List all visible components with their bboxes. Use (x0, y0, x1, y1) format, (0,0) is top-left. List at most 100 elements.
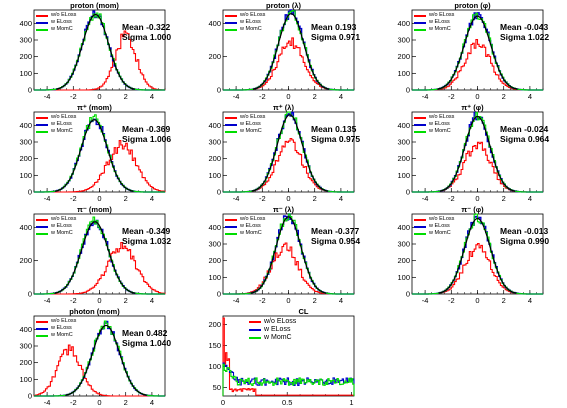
x-tick-label: -2 (259, 296, 266, 305)
legend-label: w ELoss (51, 223, 72, 229)
fit-stats: Mean 0.482 Sigma 1.040 (122, 328, 171, 348)
legend-label: w/o ELoss (51, 216, 77, 222)
x-tick-label: 0 (475, 296, 479, 305)
x-tick-label: -2 (448, 296, 455, 305)
sigma-label: Sigma 1.032 (122, 236, 172, 246)
legend-swatch (36, 130, 48, 133)
x-tick-label: 4 (339, 92, 343, 101)
legend-label: w ELoss (51, 19, 72, 25)
legend-entry: w/o ELoss (36, 114, 76, 121)
histogram-plot: -4 -2 0 2 4 0 100 200 300 400 (208, 213, 355, 305)
legend: w/o ELoss w ELoss w MomC (36, 216, 76, 237)
panel-title: π⁻ (λ) (273, 205, 294, 214)
y-tick-label: 400 (19, 223, 32, 232)
y-tick-label: 150 (208, 341, 221, 350)
gaussian-fit-curve (252, 13, 330, 90)
legend-label: w/o ELoss (51, 12, 77, 18)
gaussian-fit-curve (65, 324, 147, 396)
legend: w/o ELoss w ELoss w MomC (414, 216, 454, 237)
fit-stats: Mean 0.193 Sigma 0.971 (311, 22, 360, 42)
x-tick-label: -2 (259, 92, 266, 101)
x-tick-label: 4 (150, 92, 154, 101)
histogram-without-eloss (223, 137, 354, 193)
legend-label: w MomC (51, 332, 73, 338)
x-tick-label: -4 (233, 194, 240, 203)
histogram-panel: -4 -2 0 2 4 0 100 200 300 400 π⁺ (mom) w/o ELoss w E… (0, 102, 189, 204)
legend-entry: w ELoss (225, 223, 265, 230)
histogram-panel: -4 -2 0 2 4 0 100 200 300 400 π⁻ (φ) w/o ELoss w ELo… (378, 204, 567, 306)
legend-label: w MomC (240, 26, 262, 32)
y-tick-label: 200 (208, 154, 221, 163)
legend-label: w ELoss (264, 326, 291, 333)
legend-label: w MomC (429, 26, 451, 32)
legend-entry: w ELoss (414, 19, 454, 26)
legend-entry: w ELoss (225, 121, 265, 128)
legend-label: w/o ELoss (51, 318, 77, 324)
sigma-label: Sigma 0.990 (500, 236, 550, 246)
mean-label: Mean -0.322 (122, 22, 171, 32)
mean-label: Mean -0.377 (311, 226, 360, 236)
y-tick-label: 50 (213, 383, 221, 392)
legend-entry: w MomC (36, 230, 76, 237)
legend-entry: w/o ELoss (414, 12, 454, 19)
legend-swatch (225, 21, 237, 24)
legend-entry: w ELoss (36, 19, 76, 26)
x-tick-label: -4 (44, 92, 51, 101)
x-tick-label: 2 (502, 194, 506, 203)
fit-stats: Mean -0.322 Sigma 1.000 (122, 22, 171, 42)
x-tick-label: 2 (313, 194, 317, 203)
legend-swatch (225, 130, 237, 133)
y-tick-label: 300 (19, 36, 32, 45)
legend-label: w ELoss (240, 19, 261, 25)
histogram-without-eloss (412, 39, 543, 91)
sigma-label: Sigma 1.006 (122, 134, 172, 144)
legend-swatch (249, 337, 261, 339)
x-tick-label: -4 (44, 398, 51, 407)
legend-entry: w/o ELoss (414, 216, 454, 223)
histogram-without-eloss (34, 30, 166, 91)
fit-stats: Mean -0.043 Sigma 1.022 (500, 22, 549, 42)
sigma-label: Sigma 0.954 (311, 236, 361, 246)
y-tick-label: 0 (217, 86, 221, 95)
legend-entry: w ELoss (36, 121, 76, 128)
panel-title: π⁻ (φ) (461, 205, 484, 214)
histogram-panel: -4 -2 0 2 4 0 200 400 π⁻ (mom) w/o ELoss w ELoss w … (0, 204, 189, 306)
panel-title: CL (298, 307, 309, 316)
y-tick-label: 0 (28, 86, 32, 95)
histogram-without-eloss (222, 317, 355, 396)
legend-swatch (414, 14, 426, 17)
panel-title: π⁻ (mom) (77, 205, 112, 214)
gaussian-fit-curve (250, 216, 327, 294)
legend-entry: w/o ELoss (36, 216, 76, 223)
histogram-panel: -4 -2 0 2 4 0 100 200 300 400 π⁺ (λ) w/o ELoss w ELo… (189, 102, 378, 204)
legend-swatch (225, 225, 237, 228)
legend: w/o ELoss w ELoss w MomC (36, 114, 76, 135)
legend-label: w MomC (51, 128, 73, 134)
gaussian-fit-curve (438, 217, 517, 294)
legend-entry: w ELoss (225, 19, 265, 26)
legend-label: w/o ELoss (51, 114, 77, 120)
legend-label: w ELoss (429, 223, 450, 229)
legend-label: w ELoss (240, 223, 261, 229)
legend-entry: w MomC (225, 26, 265, 33)
histogram-without-eloss (412, 141, 543, 193)
y-tick-label: 100 (397, 171, 410, 180)
legend-entry: w/o ELoss (225, 216, 265, 223)
legend-label: w MomC (51, 26, 73, 32)
legend-label: w ELoss (240, 121, 261, 127)
legend-entry: w/o ELoss (36, 318, 76, 325)
histogram-plot: -4 -2 0 2 4 0 100 200 300 400 (397, 9, 544, 101)
gaussian-fit-curve (54, 119, 134, 192)
x-tick-label: -4 (422, 194, 429, 203)
x-tick-label: 0 (475, 194, 479, 203)
y-tick-label: 400 (397, 121, 410, 130)
fit-stats: Mean -0.013 Sigma 0.990 (500, 226, 549, 246)
y-tick-label: 300 (208, 138, 221, 147)
x-tick-label: 4 (150, 296, 154, 305)
mean-label: Mean -0.024 (500, 124, 549, 134)
legend-entry: w MomC (36, 128, 76, 135)
histogram-plot: -4 -2 0 2 4 0 100 200 300 400 (19, 9, 166, 101)
y-tick-label: 100 (208, 171, 221, 180)
